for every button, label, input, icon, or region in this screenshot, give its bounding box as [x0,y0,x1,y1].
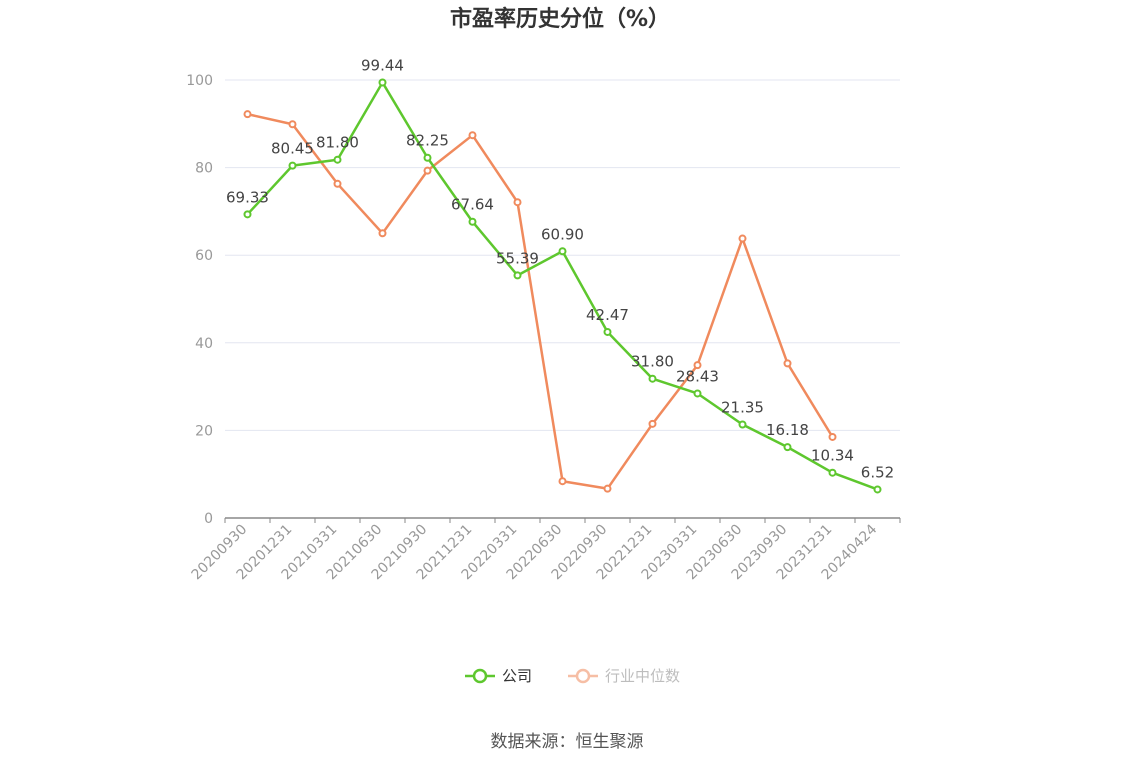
legend-item-industry-median[interactable]: 行业中位数 [568,667,680,685]
data-point [873,485,882,494]
y-tick-label: 40 [195,336,213,352]
data-point [648,419,657,428]
data-point [243,210,252,219]
legend-marker [575,668,591,684]
data-label: 28.43 [676,367,719,385]
y-tick-label: 60 [195,248,213,264]
data-label: 55.39 [496,249,539,267]
data-point [513,271,522,280]
data-label: 67.64 [451,196,494,214]
legend-label: 公司 [502,667,532,685]
data-point [783,443,792,452]
source-note: 数据来源：恒生聚源 [491,732,644,752]
data-point [513,198,522,207]
data-point [468,131,477,140]
data-label: 42.47 [586,306,629,324]
legend-item-company[interactable]: 公司 [465,667,532,685]
data-label: 82.25 [406,132,449,150]
data-label: 21.35 [721,398,764,416]
y-tick-label: 80 [195,161,213,177]
data-point [738,420,747,429]
data-label: 60.90 [541,225,584,243]
data-point [828,468,837,477]
data-point [423,153,432,162]
legend-label: 行业中位数 [605,667,680,685]
data-point [693,389,702,398]
data-point [558,477,567,486]
data-point [423,166,432,175]
y-tick-label: 20 [195,423,213,439]
y-tick-label: 100 [186,73,213,89]
data-point [783,359,792,368]
data-point [288,161,297,170]
data-label: 99.44 [361,56,404,74]
series-line-industry-median [247,112,834,490]
data-point [603,484,612,493]
legend[interactable]: 公司 行业中位数 [465,667,680,685]
data-label: 31.80 [631,353,674,371]
legend-marker [472,668,488,684]
data-label: 81.80 [316,134,359,152]
data-label: 69.33 [226,188,269,206]
data-point [738,234,747,243]
y-tick-label: 0 [204,511,213,527]
series-lines [243,78,882,494]
data-point [333,155,342,164]
data-point [828,432,837,441]
data-point [378,78,387,87]
data-label: 80.45 [271,140,314,158]
data-point [558,247,567,256]
data-point [288,120,297,129]
data-point [468,217,477,226]
data-labels: 69.33 80.45 81.80 99.44 82.25 67.64 55.3960.90… [226,56,894,481]
chart-title: 市盈率历史分位（%） [450,6,670,32]
data-point [378,229,387,238]
data-label: 6.52 [861,463,894,481]
data-point [603,327,612,336]
data-label: 10.34 [811,447,854,465]
data-label: 16.18 [766,421,809,439]
data-point [243,110,252,119]
data-point [693,361,702,370]
data-point [648,374,657,383]
data-point [333,179,342,188]
